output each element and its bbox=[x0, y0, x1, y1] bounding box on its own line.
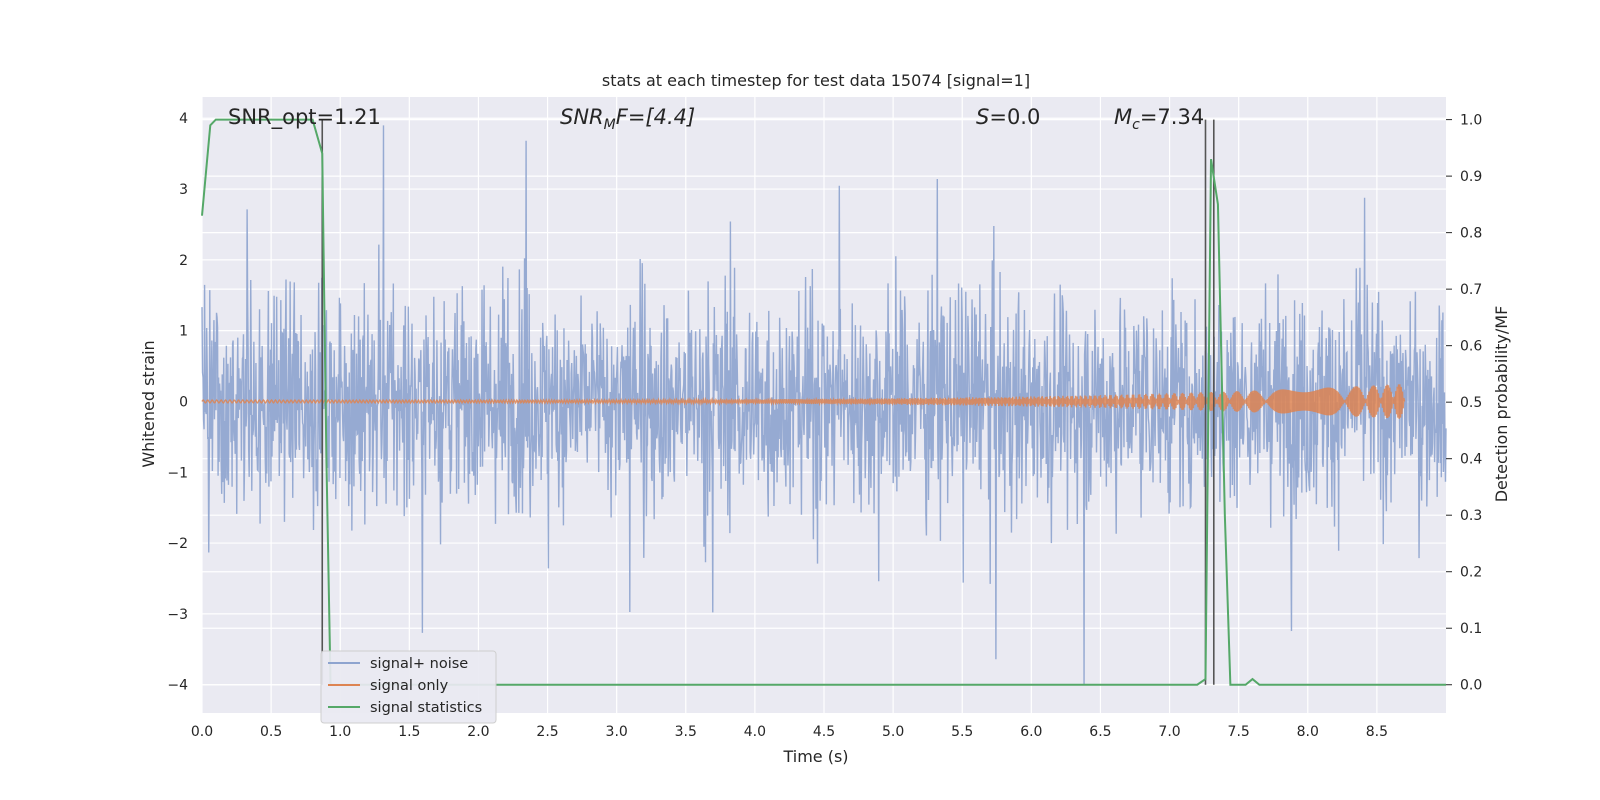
y-right-tick-label: 0.7 bbox=[1460, 282, 1482, 298]
x-tick-label: 3.0 bbox=[606, 724, 628, 740]
y-right-tick-label: 1.0 bbox=[1460, 113, 1482, 129]
legend-label-signal: signal only bbox=[370, 678, 449, 694]
series-signal-statistics bbox=[201, 118, 1446, 686]
y-right-tick-label: 0.6 bbox=[1460, 339, 1482, 355]
y-axis-title: Whitened strain bbox=[139, 340, 158, 467]
legend: signal+ noise signal only signal statist… bbox=[320, 650, 497, 724]
y-tick-label: −1 bbox=[167, 465, 188, 481]
x-axis: 0.0 0.5 1.0 1.5 2.0 2.5 3.0 3.5 4.0 4.5 5.0 5.5 6.0 6… bbox=[191, 724, 1388, 740]
annotation-s: S=0.0 bbox=[976, 105, 1040, 129]
y-right-tick-label: 0.9 bbox=[1460, 169, 1482, 185]
y-right-tick-label: 0.4 bbox=[1460, 452, 1482, 468]
annotation-mc: Mc=7.34 bbox=[1114, 105, 1204, 133]
y-right-tick-label: 0.0 bbox=[1460, 678, 1482, 694]
x-tick-label: 7.0 bbox=[1158, 724, 1180, 740]
x-tick-label: 5.5 bbox=[951, 724, 973, 740]
annotation-snr-opt: SNR_opt=1.21 bbox=[228, 105, 381, 130]
x-tick-label: 8.5 bbox=[1366, 724, 1388, 740]
y-tick-label: 0 bbox=[179, 394, 188, 410]
y-tick-label: 2 bbox=[179, 253, 188, 269]
y-tick-label: 4 bbox=[179, 111, 188, 127]
x-tick-label: 2.5 bbox=[536, 724, 558, 740]
x-tick-label: 0.5 bbox=[260, 724, 282, 740]
noise-trace bbox=[201, 125, 1447, 685]
y-axis-right-title: Detection probability/MF bbox=[1492, 306, 1511, 503]
y-right-tick-label: 0.5 bbox=[1460, 395, 1482, 411]
x-tick-label: 4.5 bbox=[813, 724, 835, 740]
y-right-tick-label: 0.2 bbox=[1460, 565, 1482, 581]
y-tick-label: 3 bbox=[179, 182, 188, 198]
signal-trace bbox=[201, 384, 1406, 419]
y-axis-right: 1.0 0.9 0.8 0.7 0.6 0.5 0.4 0.3 0.2 0.1 0.0 bbox=[1446, 113, 1482, 694]
x-tick-label: 7.5 bbox=[1228, 724, 1250, 740]
x-tick-label: 1.0 bbox=[329, 724, 351, 740]
stats-trace bbox=[201, 118, 1446, 686]
legend-label-stats: signal statistics bbox=[370, 700, 482, 716]
x-tick-label: 6.0 bbox=[1020, 724, 1042, 740]
x-tick-label: 8.0 bbox=[1297, 724, 1319, 740]
x-tick-label: 6.5 bbox=[1089, 724, 1111, 740]
x-tick-label: 0.0 bbox=[191, 724, 213, 740]
y-right-tick-label: 0.1 bbox=[1460, 621, 1482, 637]
x-tick-label: 4.0 bbox=[744, 724, 766, 740]
y-right-tick-label: 0.3 bbox=[1460, 508, 1482, 524]
chart-title: stats at each timestep for test data 150… bbox=[602, 71, 1030, 90]
x-axis-title: Time (s) bbox=[782, 747, 848, 766]
x-tick-label: 1.5 bbox=[398, 724, 420, 740]
y-tick-label: −3 bbox=[167, 607, 188, 623]
x-tick-label: 3.5 bbox=[675, 724, 697, 740]
y-tick-label: 1 bbox=[179, 324, 188, 340]
series-signal-noise bbox=[201, 125, 1447, 685]
y-right-tick-label: 0.8 bbox=[1460, 226, 1482, 242]
legend-label-noise: signal+ noise bbox=[370, 656, 468, 672]
y-tick-label: −2 bbox=[167, 536, 188, 552]
y-tick-label: −4 bbox=[167, 678, 188, 694]
y-axis-left: 4 3 2 1 0 −1 −2 −3 −4 bbox=[167, 111, 188, 693]
x-tick-label: 2.0 bbox=[467, 724, 489, 740]
series-signal-only bbox=[201, 384, 1406, 419]
legend-box bbox=[320, 650, 497, 724]
x-tick-label: 5.0 bbox=[882, 724, 904, 740]
annotation-snr-mf: SNRMF=[4.4] bbox=[560, 105, 695, 133]
